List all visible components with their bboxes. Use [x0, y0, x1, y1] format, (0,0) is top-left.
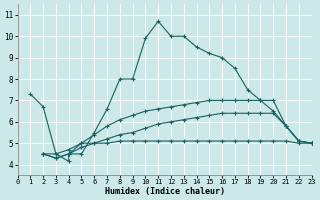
X-axis label: Humidex (Indice chaleur): Humidex (Indice chaleur)	[105, 187, 225, 196]
